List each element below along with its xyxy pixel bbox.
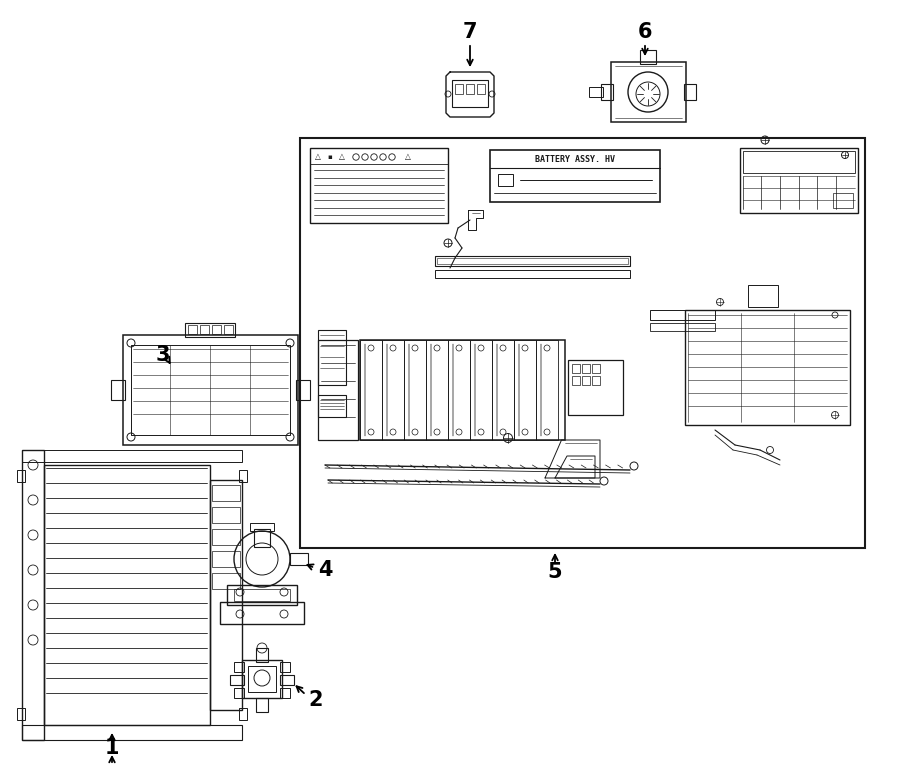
Bar	[740, 148, 858, 213]
Text: 2: 2	[309, 690, 323, 710]
Bar	[296, 380, 310, 400]
Bar	[435, 270, 630, 278]
Text: 1: 1	[104, 738, 119, 758]
Bar	[404, 340, 426, 440]
Bar	[230, 675, 244, 685]
Bar	[455, 84, 463, 94]
Bar	[650, 310, 715, 320]
Bar	[640, 50, 656, 64]
Bar	[256, 648, 268, 662]
Bar	[220, 602, 304, 624]
Bar	[685, 310, 850, 425]
Bar	[280, 675, 294, 685]
Bar	[212, 529, 240, 545]
Bar	[234, 662, 244, 672]
Bar	[650, 323, 715, 331]
Bar	[748, 285, 778, 307]
Bar	[452, 80, 488, 107]
Bar	[17, 470, 25, 482]
Text: BATTERY ASSY. HV: BATTERY ASSY. HV	[535, 156, 615, 164]
Text: △: △	[405, 153, 411, 161]
Bar	[290, 553, 308, 565]
Bar	[212, 507, 240, 523]
Bar	[254, 529, 270, 547]
Bar	[248, 666, 276, 692]
Bar	[239, 470, 247, 482]
Bar	[492, 340, 514, 440]
Bar	[611, 62, 686, 122]
Bar	[498, 174, 513, 186]
Bar	[212, 551, 240, 567]
Bar	[437, 258, 628, 264]
Bar	[300, 138, 865, 548]
Bar	[111, 380, 125, 400]
Bar	[592, 376, 600, 385]
Bar	[234, 589, 290, 601]
Bar	[466, 84, 474, 94]
Bar	[448, 340, 470, 440]
Bar	[224, 325, 233, 334]
Bar	[227, 585, 297, 605]
Text: 4: 4	[318, 560, 332, 580]
Bar	[582, 364, 590, 373]
Bar	[280, 688, 290, 698]
Bar	[477, 84, 485, 94]
Bar	[360, 340, 382, 440]
Bar	[310, 148, 448, 223]
Bar	[131, 345, 290, 435]
Bar	[22, 450, 44, 740]
Text: △: △	[339, 153, 345, 161]
Bar	[318, 395, 346, 417]
Text: 5: 5	[548, 562, 562, 582]
Bar	[210, 480, 242, 710]
Text: 7: 7	[463, 22, 477, 42]
Bar	[592, 364, 600, 373]
Text: △: △	[315, 153, 321, 161]
Bar	[435, 256, 630, 266]
Bar	[188, 325, 197, 334]
Bar	[568, 360, 623, 415]
Bar	[212, 325, 221, 334]
Bar	[22, 450, 242, 462]
Bar	[185, 323, 235, 337]
Bar	[239, 708, 247, 720]
Bar	[318, 330, 346, 385]
Bar	[17, 708, 25, 720]
Bar	[601, 84, 613, 100]
Bar	[743, 151, 855, 173]
Text: ▪: ▪	[328, 154, 332, 160]
Bar	[589, 87, 603, 97]
Bar	[360, 340, 565, 440]
Bar	[382, 340, 404, 440]
Bar	[572, 376, 580, 385]
Text: 6: 6	[638, 22, 652, 42]
Text: 3: 3	[156, 345, 170, 365]
Bar	[212, 573, 240, 589]
Bar	[582, 376, 590, 385]
Bar	[426, 340, 448, 440]
Bar	[234, 688, 244, 698]
Bar	[256, 698, 268, 712]
Bar	[250, 523, 274, 531]
Bar	[123, 335, 298, 445]
Bar	[200, 325, 209, 334]
Bar	[280, 662, 290, 672]
Bar	[212, 485, 240, 501]
Bar	[22, 725, 242, 740]
Bar	[572, 364, 580, 373]
Bar	[536, 340, 558, 440]
Bar	[833, 193, 853, 208]
Bar	[242, 660, 282, 698]
Bar	[318, 340, 358, 440]
Bar	[684, 84, 696, 100]
Bar	[514, 340, 536, 440]
Bar	[44, 465, 210, 725]
Bar	[470, 340, 492, 440]
Bar	[490, 150, 660, 202]
